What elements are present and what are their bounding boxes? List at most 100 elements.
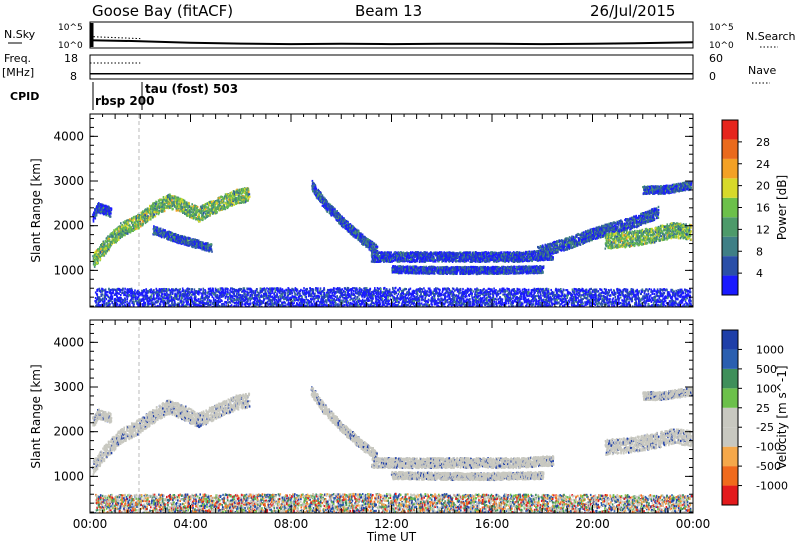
echo-cell — [132, 216, 135, 219]
echo-cell — [121, 224, 123, 227]
echo-cell — [138, 226, 140, 229]
echo-cell — [197, 213, 200, 216]
echo-cell — [408, 260, 411, 263]
echo-cell — [134, 217, 137, 220]
echo-cell — [163, 200, 165, 203]
echo-cell — [116, 228, 118, 231]
echo-cell — [195, 218, 197, 221]
echo-cell — [129, 225, 131, 228]
echo-cell — [186, 212, 188, 215]
echo-cell — [127, 223, 130, 226]
echo-cell — [239, 191, 241, 194]
echo-cell — [99, 258, 102, 261]
echo-cell — [139, 214, 141, 217]
echo-cell — [118, 226, 120, 229]
echo-cell — [163, 210, 166, 213]
echo-cell — [142, 210, 144, 213]
echo-cell — [183, 208, 185, 212]
echo-cell — [239, 195, 242, 198]
echo-cell — [206, 203, 209, 206]
echo-cell — [183, 199, 186, 202]
echo-cell — [215, 209, 217, 213]
echo-cell — [236, 202, 238, 205]
echo-cell — [101, 251, 103, 254]
echo-cell — [206, 215, 208, 218]
echo-cell — [146, 211, 148, 215]
echo-cell — [173, 200, 176, 203]
echo-cell — [229, 195, 231, 199]
echo-cell — [177, 209, 180, 212]
echo-cell — [205, 207, 207, 210]
echo-cell — [146, 207, 149, 210]
echo-cell — [93, 256, 96, 259]
echo-cell — [118, 230, 120, 233]
nave-bottom-tick: 0 — [709, 70, 716, 83]
echo-cell — [104, 249, 107, 252]
echo-cell — [99, 251, 102, 254]
echo-cell — [170, 198, 172, 201]
noise-right-bottom-tick: 10^0 — [709, 41, 734, 51]
station-title: Goose Bay (fitACF) — [92, 2, 233, 20]
echo-cell — [182, 201, 184, 204]
echo-cell — [196, 211, 199, 214]
echo-cell — [129, 228, 131, 231]
echo-cell — [224, 207, 227, 210]
nave-label: Nave — [748, 64, 776, 77]
echo-cell — [187, 213, 190, 216]
echo-cell — [160, 204, 162, 207]
echo-cell — [155, 209, 157, 212]
echo-cell — [164, 203, 166, 206]
echo-cell — [195, 212, 198, 215]
echo-cell — [354, 227, 356, 230]
echo-cell — [150, 213, 152, 216]
echo-cell — [227, 205, 230, 208]
echo-cell — [201, 206, 203, 210]
echo-cell — [336, 210, 338, 213]
echo-cell — [95, 214, 98, 217]
freq-strip: Freq. [MHz] 18 8 60 0 Nave — [2, 52, 776, 84]
echo-cell — [498, 251, 501, 254]
echo-cell — [185, 210, 187, 213]
echo-cell — [194, 204, 196, 207]
echo-cell — [108, 246, 110, 249]
echo-cell — [118, 238, 120, 241]
echo-cell — [115, 229, 117, 232]
echo-cell — [125, 227, 128, 230]
echo-cell — [126, 221, 129, 224]
echo-cell — [182, 210, 184, 213]
echo-cell — [199, 218, 201, 221]
echo-cell — [230, 191, 233, 194]
echo-cell — [226, 199, 228, 202]
echo-cell — [111, 234, 113, 237]
echo-cell — [248, 195, 251, 198]
cpid-label: CPID — [10, 90, 39, 103]
echo-cell — [169, 206, 171, 209]
echo-cell — [225, 195, 227, 198]
echo-cell — [168, 203, 170, 207]
echo-cell — [208, 211, 210, 214]
echo-cell — [145, 215, 147, 219]
echo-cell — [176, 197, 178, 200]
echo-cell — [479, 260, 482, 263]
echo-cell — [210, 248, 213, 251]
echo-cell — [147, 211, 150, 214]
echo-cell — [152, 206, 155, 209]
echo-cell — [172, 201, 174, 204]
echo-cell — [120, 235, 122, 238]
echo-cell — [178, 200, 181, 203]
echo-cell — [203, 207, 205, 210]
echo-cell — [198, 220, 200, 223]
echo-cell — [218, 207, 221, 210]
echo-cell — [101, 249, 103, 252]
echo-cell — [165, 196, 167, 199]
echo-cell — [113, 229, 115, 232]
echo-cell — [219, 196, 221, 200]
nsky-label: N.Sky — [4, 28, 36, 41]
noise-right-top-tick: 10^5 — [709, 23, 734, 33]
echo-cell — [212, 204, 215, 207]
echo-cell — [469, 251, 471, 254]
echo-cell — [189, 205, 191, 208]
echo-cell — [188, 211, 191, 214]
echo-cell — [102, 250, 105, 253]
echo-cell — [231, 197, 233, 200]
